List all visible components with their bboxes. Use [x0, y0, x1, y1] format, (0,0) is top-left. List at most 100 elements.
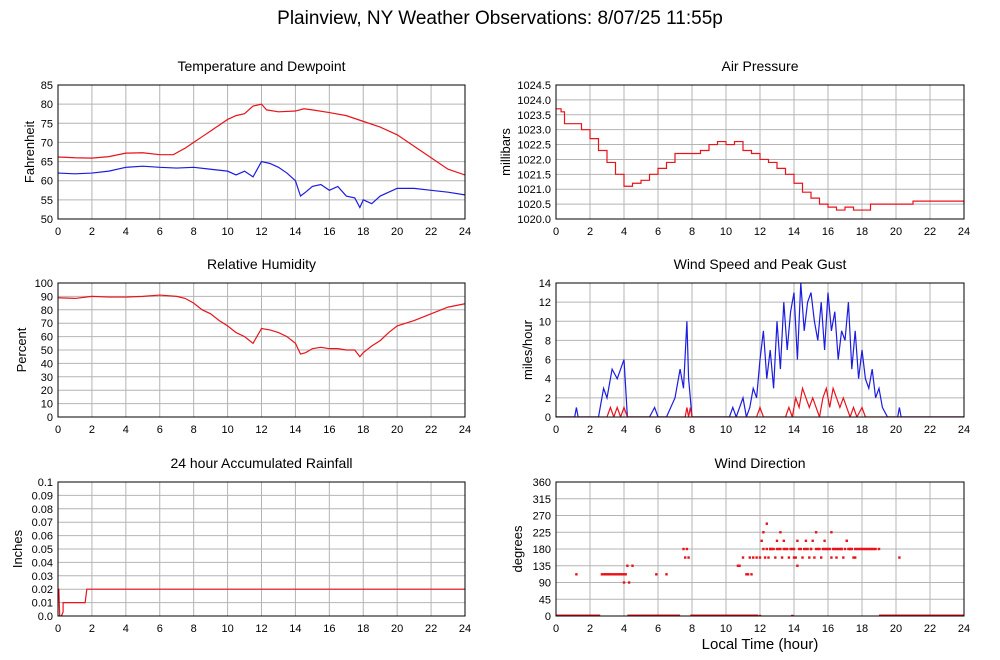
direction-point [838, 547, 842, 551]
direction-xtick-label: 14 [788, 623, 800, 635]
direction-point [871, 547, 874, 551]
humidity-ytick-label: 20 [41, 385, 53, 397]
wind-ytick-label: 2 [545, 393, 551, 405]
direction-ytick-label: 180 [533, 544, 551, 556]
temperature-frame [57, 84, 466, 220]
direction-point [684, 556, 687, 559]
humidity-ytick-label: 10 [41, 399, 53, 411]
direction-point [769, 547, 772, 551]
direction-point [575, 573, 578, 576]
direction-point [869, 547, 872, 551]
direction-frame [555, 481, 965, 617]
direction-point [852, 556, 855, 559]
temperature-xtick-label: 14 [289, 226, 301, 238]
direction-point [600, 573, 604, 576]
humidity-ytick-label: 100 [35, 278, 53, 290]
direction-point [820, 556, 823, 559]
humidity-xtick-label: 16 [323, 424, 335, 436]
direction-point [782, 547, 785, 551]
direction-point [750, 573, 753, 576]
wind-xtick-label: 12 [754, 424, 766, 436]
pressure-xtick-label: 4 [621, 226, 627, 238]
temperature-y-axis-label: Fahrenheit [22, 121, 37, 184]
wind-xtick-label: 6 [655, 424, 661, 436]
direction-point [874, 547, 877, 551]
direction-ytick-label: 360 [533, 477, 551, 489]
direction-point [770, 547, 774, 551]
direction-point [791, 614, 794, 616]
rain-ytick-label: 0.03 [32, 571, 53, 583]
direction-point [823, 547, 826, 551]
direction-xtick-label: 10 [720, 623, 732, 635]
direction-point [626, 564, 629, 567]
wind-ytick-label: 4 [545, 374, 551, 386]
direction-point [762, 531, 765, 534]
direction-point [794, 556, 797, 559]
pressure-ytick-label: 1024.5 [517, 80, 551, 92]
rain-xtick-label: 6 [157, 623, 163, 635]
rain-series-line-0 [58, 588, 465, 616]
direction-point [616, 573, 619, 576]
direction-point [813, 556, 816, 559]
direction-point [855, 547, 859, 551]
temperature-xtick-label: 12 [255, 226, 267, 238]
pressure-xtick-label: 10 [720, 226, 732, 238]
temperature-xtick-label: 4 [123, 226, 129, 238]
direction-point [614, 573, 617, 576]
direction-point [685, 547, 689, 551]
pressure-ytick-label: 1023.0 [517, 125, 551, 137]
rain-ytick-label: 0.02 [32, 584, 53, 596]
wind-frame [555, 282, 965, 418]
direction-point [775, 539, 779, 543]
direction-point [806, 547, 809, 551]
pressure-plot-area [556, 108, 964, 211]
wind-xtick-label: 0 [553, 424, 559, 436]
wind-xtick-label: 20 [890, 424, 902, 436]
direction-point [758, 556, 762, 559]
wind-ytick-label: 12 [539, 297, 551, 309]
pressure-xtick-label: 12 [754, 226, 766, 238]
direction-ytick-label: 90 [539, 578, 551, 590]
direction-point [837, 547, 840, 551]
wind-xtick-label: 10 [720, 424, 732, 436]
wind-xtick-label: 24 [958, 424, 970, 436]
rain-plot-area [58, 588, 465, 616]
direction-point [848, 547, 852, 551]
direction-point [609, 573, 612, 576]
pressure-frame [555, 84, 965, 220]
direction-point [857, 547, 860, 551]
rain-y-axis-label: Inches [10, 529, 25, 568]
direction-point [755, 556, 758, 559]
direction-title: Wind Direction [714, 455, 805, 471]
direction-point [767, 556, 770, 559]
direction-point [804, 539, 808, 543]
rain-frame [57, 481, 466, 617]
direction-point [745, 573, 748, 576]
wind-y-axis-label: miles/hour [520, 319, 535, 380]
temperature-xtick-label: 20 [391, 226, 403, 238]
temperature-xtick-label: 0 [55, 226, 61, 238]
humidity-xtick-label: 8 [191, 424, 197, 436]
direction-xtick-label: 18 [856, 623, 868, 635]
direction-point [801, 556, 804, 559]
direction-point [816, 547, 819, 551]
pressure-ytick-label: 1022.5 [517, 140, 551, 152]
direction-point [607, 573, 610, 576]
direction-point [665, 573, 668, 576]
direction-point [604, 573, 607, 576]
direction-ytick-label: 315 [533, 494, 551, 506]
pressure-ytick-label: 1020.0 [517, 214, 551, 226]
pressure-xtick-label: 18 [856, 226, 868, 238]
pressure-ytick-label: 1024.0 [517, 95, 551, 107]
direction-point [612, 573, 615, 576]
direction-point [627, 581, 631, 584]
rain-ytick-label: 0.1 [38, 477, 53, 489]
humidity-ytick-label: 30 [41, 372, 53, 384]
direction-point [782, 539, 785, 543]
wind-xtick-label: 8 [689, 424, 695, 436]
pressure-xtick-label: 16 [822, 226, 834, 238]
